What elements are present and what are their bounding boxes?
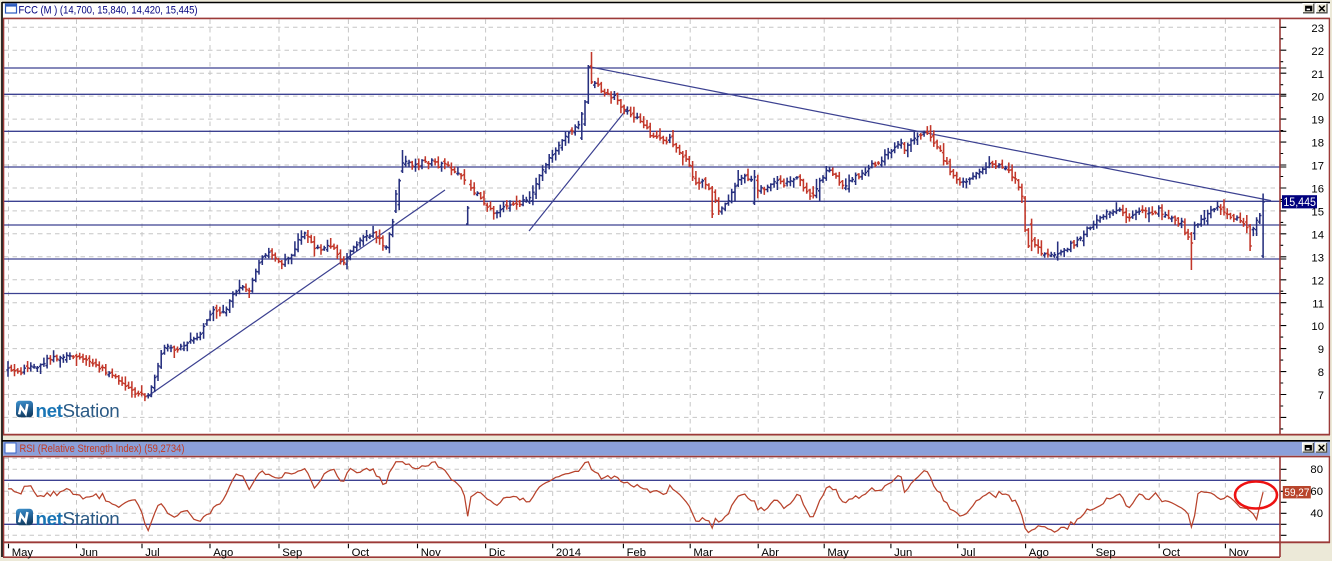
- svg-text:May: May: [12, 547, 34, 559]
- svg-text:59,27: 59,27: [1284, 487, 1309, 499]
- svg-text:13: 13: [1311, 252, 1324, 264]
- svg-text:Abr: Abr: [761, 547, 779, 559]
- svg-text:10: 10: [1311, 321, 1324, 333]
- svg-text:Dic: Dic: [489, 547, 506, 559]
- svg-text:netStation: netStation: [36, 400, 120, 421]
- svg-text:11: 11: [1312, 298, 1324, 310]
- svg-text:Mar: Mar: [693, 547, 713, 559]
- svg-text:15: 15: [1311, 207, 1324, 219]
- svg-text:netStation: netStation: [36, 508, 120, 529]
- svg-text:8: 8: [1318, 367, 1324, 379]
- svg-text:Oct: Oct: [1162, 547, 1180, 559]
- svg-text:Ago: Ago: [213, 547, 233, 559]
- svg-text:60: 60: [1310, 486, 1323, 498]
- svg-text:9: 9: [1318, 344, 1324, 356]
- svg-text:14: 14: [1311, 229, 1324, 241]
- svg-text:12: 12: [1311, 275, 1324, 287]
- svg-text:Sep: Sep: [282, 547, 302, 559]
- svg-text:Jul: Jul: [145, 547, 159, 559]
- svg-text:Ago: Ago: [1029, 547, 1049, 559]
- svg-text:May: May: [827, 547, 849, 559]
- svg-text:21: 21: [1311, 69, 1324, 81]
- svg-text:7: 7: [1318, 390, 1324, 402]
- svg-text:2014: 2014: [556, 547, 581, 559]
- svg-text:22: 22: [1311, 46, 1324, 58]
- svg-text:40: 40: [1310, 508, 1323, 520]
- svg-text:23: 23: [1311, 23, 1324, 35]
- svg-text:18: 18: [1311, 138, 1324, 150]
- svg-text:Sep: Sep: [1096, 547, 1116, 559]
- svg-text:Nov: Nov: [421, 547, 441, 559]
- svg-text:Oct: Oct: [352, 547, 370, 559]
- svg-text:Jul: Jul: [961, 547, 975, 559]
- svg-text:80: 80: [1310, 464, 1323, 476]
- svg-text:20: 20: [1311, 92, 1324, 104]
- svg-text:FCC (M ) (14,700, 15,840, 14,4: FCC (M ) (14,700, 15,840, 14,420, 15,445…: [19, 5, 198, 17]
- svg-text:15,445: 15,445: [1283, 196, 1316, 209]
- svg-text:Nov: Nov: [1229, 547, 1249, 559]
- svg-text:19: 19: [1311, 115, 1324, 127]
- svg-text:RSI (Relative Strength Index): RSI (Relative Strength Index) (59,2734): [20, 443, 185, 455]
- svg-text:17: 17: [1311, 161, 1324, 173]
- svg-text:16: 16: [1311, 184, 1324, 196]
- svg-text:Jun: Jun: [894, 547, 912, 559]
- svg-text:Feb: Feb: [627, 547, 646, 559]
- svg-text:Jun: Jun: [80, 547, 98, 559]
